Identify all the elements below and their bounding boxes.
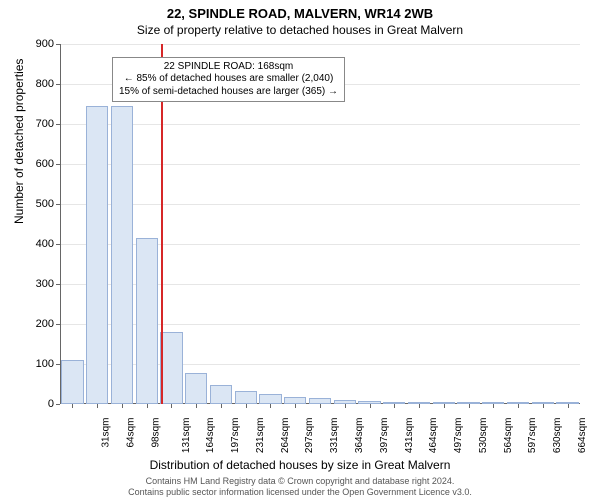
xtick-label: 264sqm [280,418,291,454]
histogram-bar [185,373,207,404]
histogram-bar [160,332,182,404]
xtick-label: 497sqm [453,418,464,454]
ytick-mark [56,164,60,165]
xtick-mark [518,404,519,408]
ytick-mark [56,284,60,285]
xtick-mark [370,404,371,408]
gridline [60,44,580,45]
annotation-box: 22 SPINDLE ROAD: 168sqm← 85% of detached… [112,57,345,103]
histogram-bar [111,106,133,404]
ytick-mark [56,324,60,325]
plot-area: 010020030040050060070080090031sqm64sqm98… [60,44,580,404]
xtick-mark [147,404,148,408]
xtick-mark [122,404,123,408]
ytick-mark [56,124,60,125]
ytick-mark [56,84,60,85]
y-axis-line [60,44,61,404]
xtick-label: 297sqm [305,418,316,454]
xtick-label: 64sqm [126,418,137,448]
ytick-mark [56,364,60,365]
ytick-label: 200 [36,318,54,330]
xtick-mark [270,404,271,408]
chart-subtitle: Size of property relative to detached ho… [0,21,600,41]
xtick-mark [469,404,470,408]
xtick-mark [295,404,296,408]
xtick-mark [97,404,98,408]
ytick-mark [56,204,60,205]
annotation-line: ← 85% of detached houses are smaller (2,… [119,73,338,86]
xtick-label: 397sqm [379,418,390,454]
xtick-mark [394,404,395,408]
xtick-label: 131sqm [181,418,192,454]
xtick-mark [493,404,494,408]
ytick-label: 0 [48,398,54,410]
ytick-mark [56,44,60,45]
xtick-label: 464sqm [428,418,439,454]
xtick-label: 331sqm [329,418,340,454]
xtick-mark [444,404,445,408]
xtick-mark [345,404,346,408]
chart-title: 22, SPINDLE ROAD, MALVERN, WR14 2WB [0,0,600,21]
xtick-label: 431sqm [404,418,415,454]
xtick-mark [72,404,73,408]
xtick-label: 364sqm [354,418,365,454]
xtick-label: 530sqm [478,418,489,454]
histogram-bar [235,391,257,404]
xtick-label: 98sqm [150,418,161,448]
ytick-mark [56,244,60,245]
footer-line-2: Contains public sector information licen… [0,487,600,498]
x-axis-label: Distribution of detached houses by size … [0,458,600,472]
xtick-mark [419,404,420,408]
ytick-label: 800 [36,78,54,90]
xtick-label: 564sqm [503,418,514,454]
ytick-label: 100 [36,358,54,370]
histogram-bar [61,360,83,404]
xtick-mark [246,404,247,408]
xtick-label: 664sqm [577,418,588,454]
ytick-mark [56,404,60,405]
xtick-mark [221,404,222,408]
xtick-label: 197sqm [230,418,241,454]
xtick-label: 164sqm [206,418,217,454]
gridline [60,124,580,125]
ytick-label: 600 [36,158,54,170]
xtick-mark [196,404,197,408]
annotation-line: 15% of semi-detached houses are larger (… [119,86,338,99]
chart-container: 22, SPINDLE ROAD, MALVERN, WR14 2WB Size… [0,0,600,500]
ytick-label: 900 [36,38,54,50]
gridline [60,204,580,205]
ytick-label: 700 [36,118,54,130]
xtick-label: 231sqm [255,418,266,454]
histogram-bar [136,238,158,404]
histogram-bar [259,394,281,404]
xtick-mark [568,404,569,408]
ytick-label: 500 [36,198,54,210]
histogram-bar [210,385,232,404]
xtick-mark [543,404,544,408]
xtick-label: 31sqm [101,418,112,448]
histogram-bar [86,106,108,404]
ytick-label: 300 [36,278,54,290]
annotation-line: 22 SPINDLE ROAD: 168sqm [119,61,338,74]
xtick-label: 630sqm [552,418,563,454]
footer-line-1: Contains HM Land Registry data © Crown c… [0,476,600,487]
y-axis-label: Number of detached properties [12,59,26,224]
histogram-bar [284,397,306,404]
ytick-label: 400 [36,238,54,250]
footer-attribution: Contains HM Land Registry data © Crown c… [0,476,600,498]
xtick-mark [171,404,172,408]
xtick-label: 597sqm [527,418,538,454]
xtick-mark [320,404,321,408]
gridline [60,164,580,165]
